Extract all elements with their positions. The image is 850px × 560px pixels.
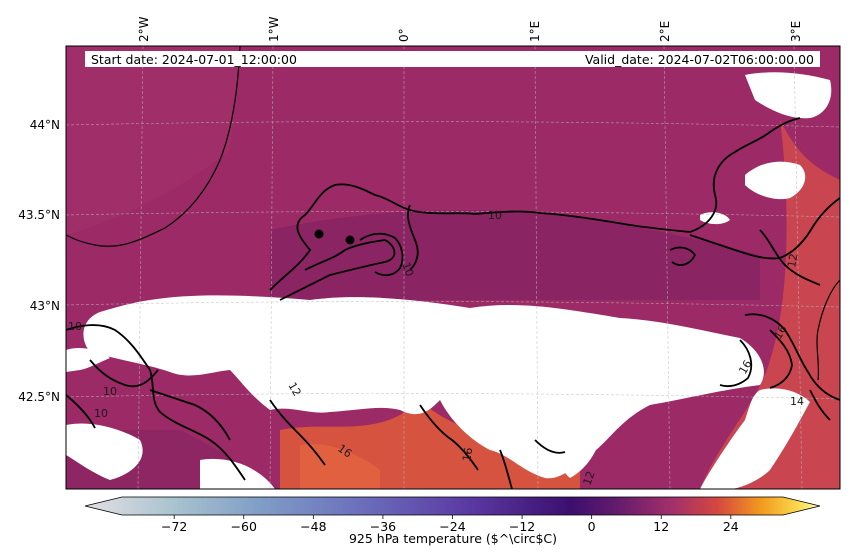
colorbar-tick-label: −72 xyxy=(161,519,187,534)
contour-label: 10 xyxy=(399,261,416,279)
lat-tick-label: 42.5°N xyxy=(18,390,60,404)
colorbar-tick-label: −48 xyxy=(300,519,326,534)
contour-label: 10 xyxy=(68,320,82,333)
lon-tick-label: 3°E xyxy=(789,21,803,42)
temperature-field-northwest xyxy=(66,46,240,235)
terrain-mask-west xyxy=(66,347,110,372)
map-gridlines xyxy=(66,46,840,489)
contour-label: 12 xyxy=(785,252,800,268)
contour-label: 10 xyxy=(488,209,502,222)
map-frame xyxy=(65,45,841,490)
contour-label: 10 xyxy=(94,407,108,420)
lat-tick-label: 43.5°N xyxy=(18,208,60,222)
temperature-field-cool-band xyxy=(270,210,760,300)
colorbar-label: 925 hPa temperature ($^\circ$C) xyxy=(349,531,557,546)
colorbar-tick-label: −24 xyxy=(439,519,465,534)
terrain-mask-east-blob xyxy=(745,161,806,200)
station-marker xyxy=(314,229,324,239)
contour-label: 16 xyxy=(771,323,789,342)
contour-label: 16 xyxy=(736,358,754,377)
temperature-field-south-hot xyxy=(300,444,380,489)
terrain-mask-south-pocket xyxy=(558,433,600,478)
lat-tick-label: 44°N xyxy=(30,118,60,132)
valid-date-label: Valid_date: 2024-07-02T06:00:00.00 xyxy=(585,52,814,67)
colorbar-tick-label: 12 xyxy=(653,519,669,534)
contour-label: 14 xyxy=(790,395,804,408)
contour-label: 16 xyxy=(460,446,475,462)
coastlines-borders xyxy=(66,46,840,381)
colorbar-tick-label: 24 xyxy=(723,519,739,534)
terrain-mask-southwest xyxy=(66,423,143,480)
colorbar-tick-label: −60 xyxy=(231,519,257,534)
lon-tick-label: 1°E xyxy=(528,21,542,42)
terrain-mask-southeast xyxy=(700,388,810,489)
lon-tick-label: 0° xyxy=(397,28,411,42)
map-panel: 10 10 10 10 10 12 12 16 16 16 14 12 16 S… xyxy=(66,46,840,489)
colorbar-tick-label: 0 xyxy=(588,519,596,534)
lon-tick-label: 2°W xyxy=(137,16,151,42)
station-marker xyxy=(345,235,355,245)
temperature-field-southeast-warm xyxy=(700,120,840,489)
terrain-mask-northeast xyxy=(745,72,832,119)
start-date-label: Start date: 2024-07-01_12:00:00 xyxy=(91,52,297,67)
date-info-bar xyxy=(85,51,820,67)
lon-tick-label: 2°E xyxy=(658,21,672,42)
colorbar-tick-label: −36 xyxy=(370,519,396,534)
colorbar-bar xyxy=(84,496,821,516)
contour-label: 12 xyxy=(285,380,303,399)
colorbar-tick-label: −12 xyxy=(509,519,535,534)
lon-tick-label: 1°W xyxy=(267,16,281,42)
terrain-mask-main xyxy=(83,295,764,479)
latitude-tick-labels: 44°N 43.5°N 43°N 42.5°N xyxy=(18,118,60,404)
contour-label: 12 xyxy=(581,469,598,487)
lat-tick-label: 43°N xyxy=(30,299,60,313)
colorbar-ticks: −72 −60 −48 −36 −24 −12 0 12 24 xyxy=(161,515,739,534)
colorbar: −72 −60 −48 −36 −24 −12 0 12 24 925 hPa temperat… xyxy=(84,496,821,546)
contour-label: 10 xyxy=(103,385,117,398)
terrain-mask-southwest-2 xyxy=(200,458,275,489)
temperature-contours xyxy=(66,117,840,489)
longitude-tick-labels: 2°W 1°W 0° 1°E 2°E 3°E xyxy=(137,16,803,42)
